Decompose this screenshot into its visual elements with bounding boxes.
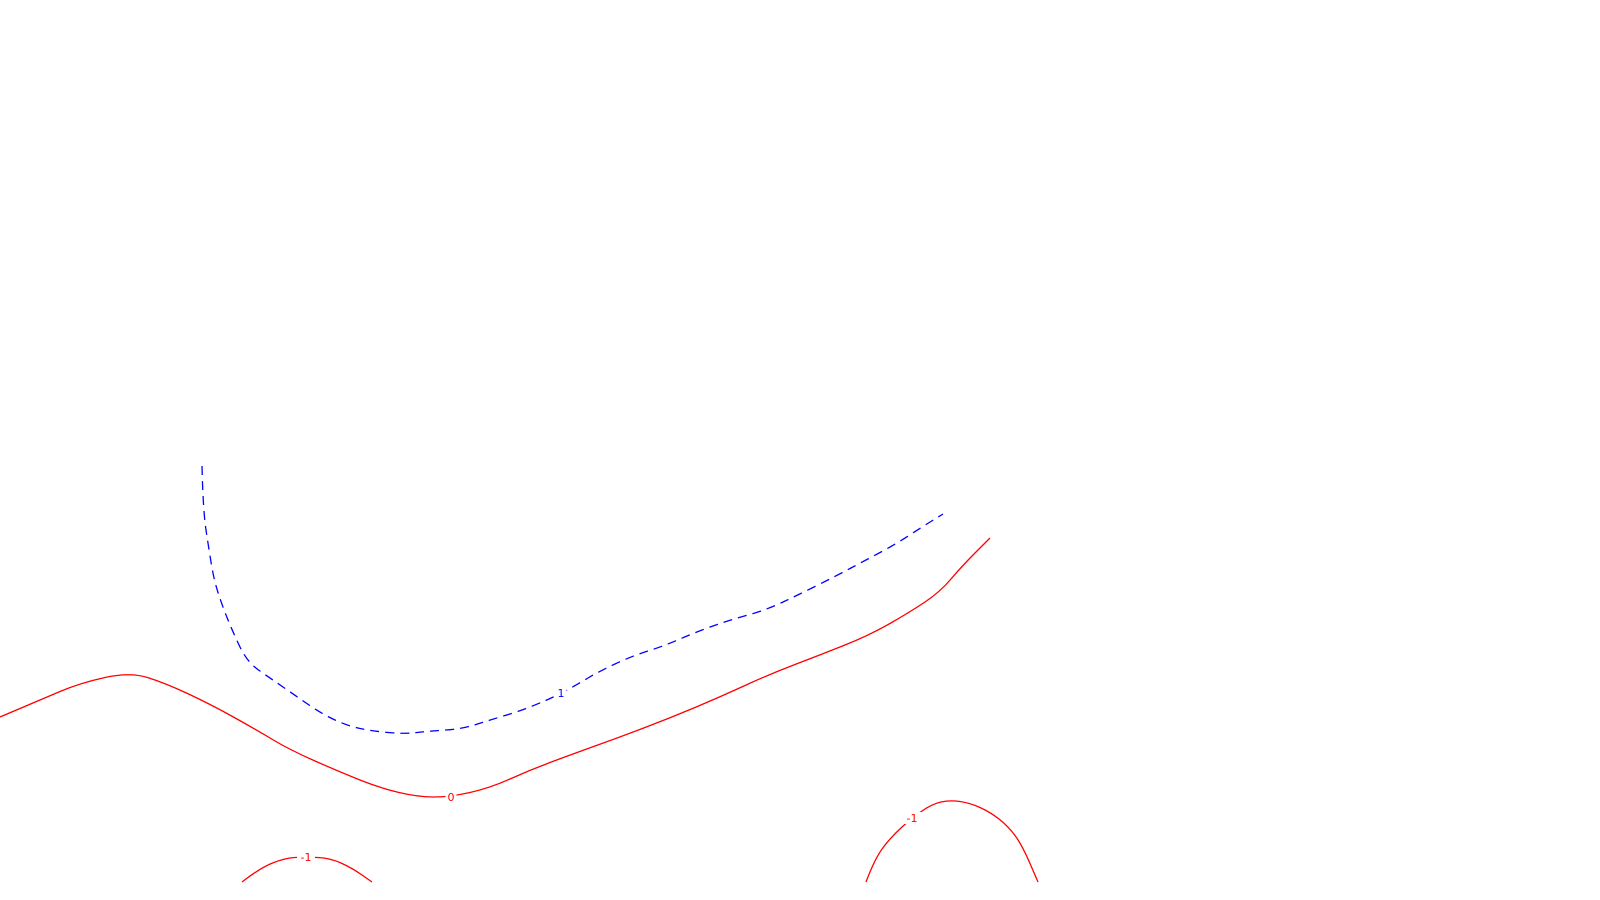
contour-label-background bbox=[903, 812, 921, 824]
contour-label-level-neg1-1: -1 bbox=[301, 851, 312, 864]
contour-line-level-0 bbox=[0, 537, 991, 798]
contour-line-level-1 bbox=[201, 465, 944, 734]
contour-label-level-0: 0 bbox=[448, 791, 455, 804]
contour-line-level-neg1-2 bbox=[865, 800, 1039, 883]
contour-label-background bbox=[445, 791, 457, 803]
contour-label-level-neg1-2: -1 bbox=[907, 812, 918, 825]
contour-label-level-1: 1 bbox=[558, 687, 565, 700]
contour-label-background bbox=[297, 851, 315, 863]
contour-label-background bbox=[555, 687, 567, 699]
